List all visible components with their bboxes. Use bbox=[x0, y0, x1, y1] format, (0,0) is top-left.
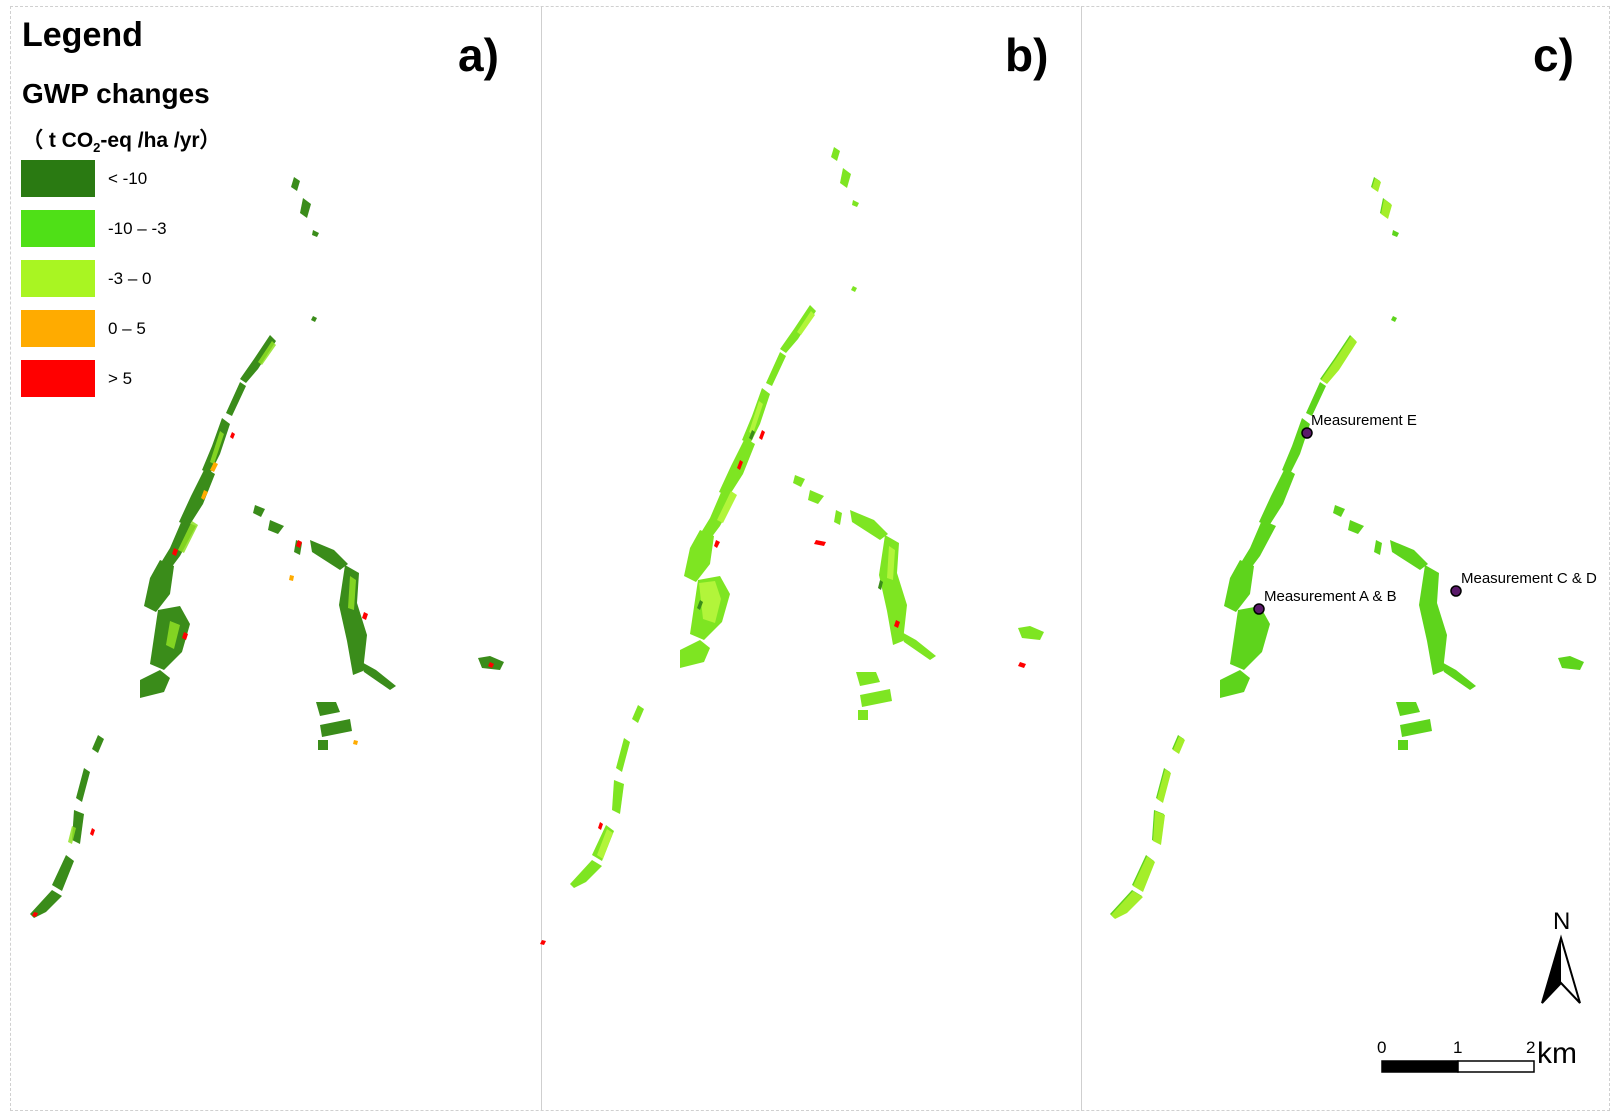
figure-frame bbox=[10, 6, 1610, 1111]
measurement-label-cd: Measurement C & D bbox=[1461, 570, 1597, 587]
measurement-point-cd bbox=[1450, 585, 1462, 597]
measurement-label-e: Measurement E bbox=[1311, 412, 1417, 429]
legend-label: -3 – 0 bbox=[108, 269, 152, 288]
scale-tick-2: 2 bbox=[1526, 1038, 1536, 1057]
legend-swatch bbox=[21, 360, 95, 397]
scale-bar bbox=[1381, 1060, 1535, 1073]
panel-label-c: c) bbox=[1533, 29, 1574, 81]
legend-label: -10 – -3 bbox=[108, 219, 167, 238]
legend-subtitle: GWP changes bbox=[22, 78, 210, 109]
north-label: N bbox=[1553, 908, 1571, 935]
legend-swatch bbox=[21, 310, 95, 347]
legend-label: > 5 bbox=[108, 369, 133, 388]
measurement-label-ab: Measurement A & B bbox=[1264, 588, 1397, 605]
panel-divider bbox=[1081, 6, 1082, 1111]
scale-unit: km bbox=[1537, 1037, 1577, 1070]
scale-tick-0: 0 bbox=[1377, 1038, 1387, 1057]
legend-swatch bbox=[21, 210, 95, 247]
legend-units: （ t CO2-eq /ha /yr） bbox=[22, 129, 221, 156]
measurement-point-ab bbox=[1253, 603, 1265, 615]
panel-divider bbox=[541, 6, 542, 1111]
panel-label-a: a) bbox=[458, 29, 499, 81]
legend-label: 0 – 5 bbox=[108, 319, 146, 338]
north-arrow-icon bbox=[1541, 934, 1581, 1004]
legend-title: Legend bbox=[22, 16, 143, 54]
measurement-point-e bbox=[1301, 427, 1313, 439]
legend-swatch bbox=[21, 160, 95, 197]
legend-label: < -10 bbox=[108, 169, 148, 188]
legend-swatch bbox=[21, 260, 95, 297]
panel-label-b: b) bbox=[1005, 29, 1049, 81]
scale-tick-1: 1 bbox=[1453, 1038, 1463, 1057]
